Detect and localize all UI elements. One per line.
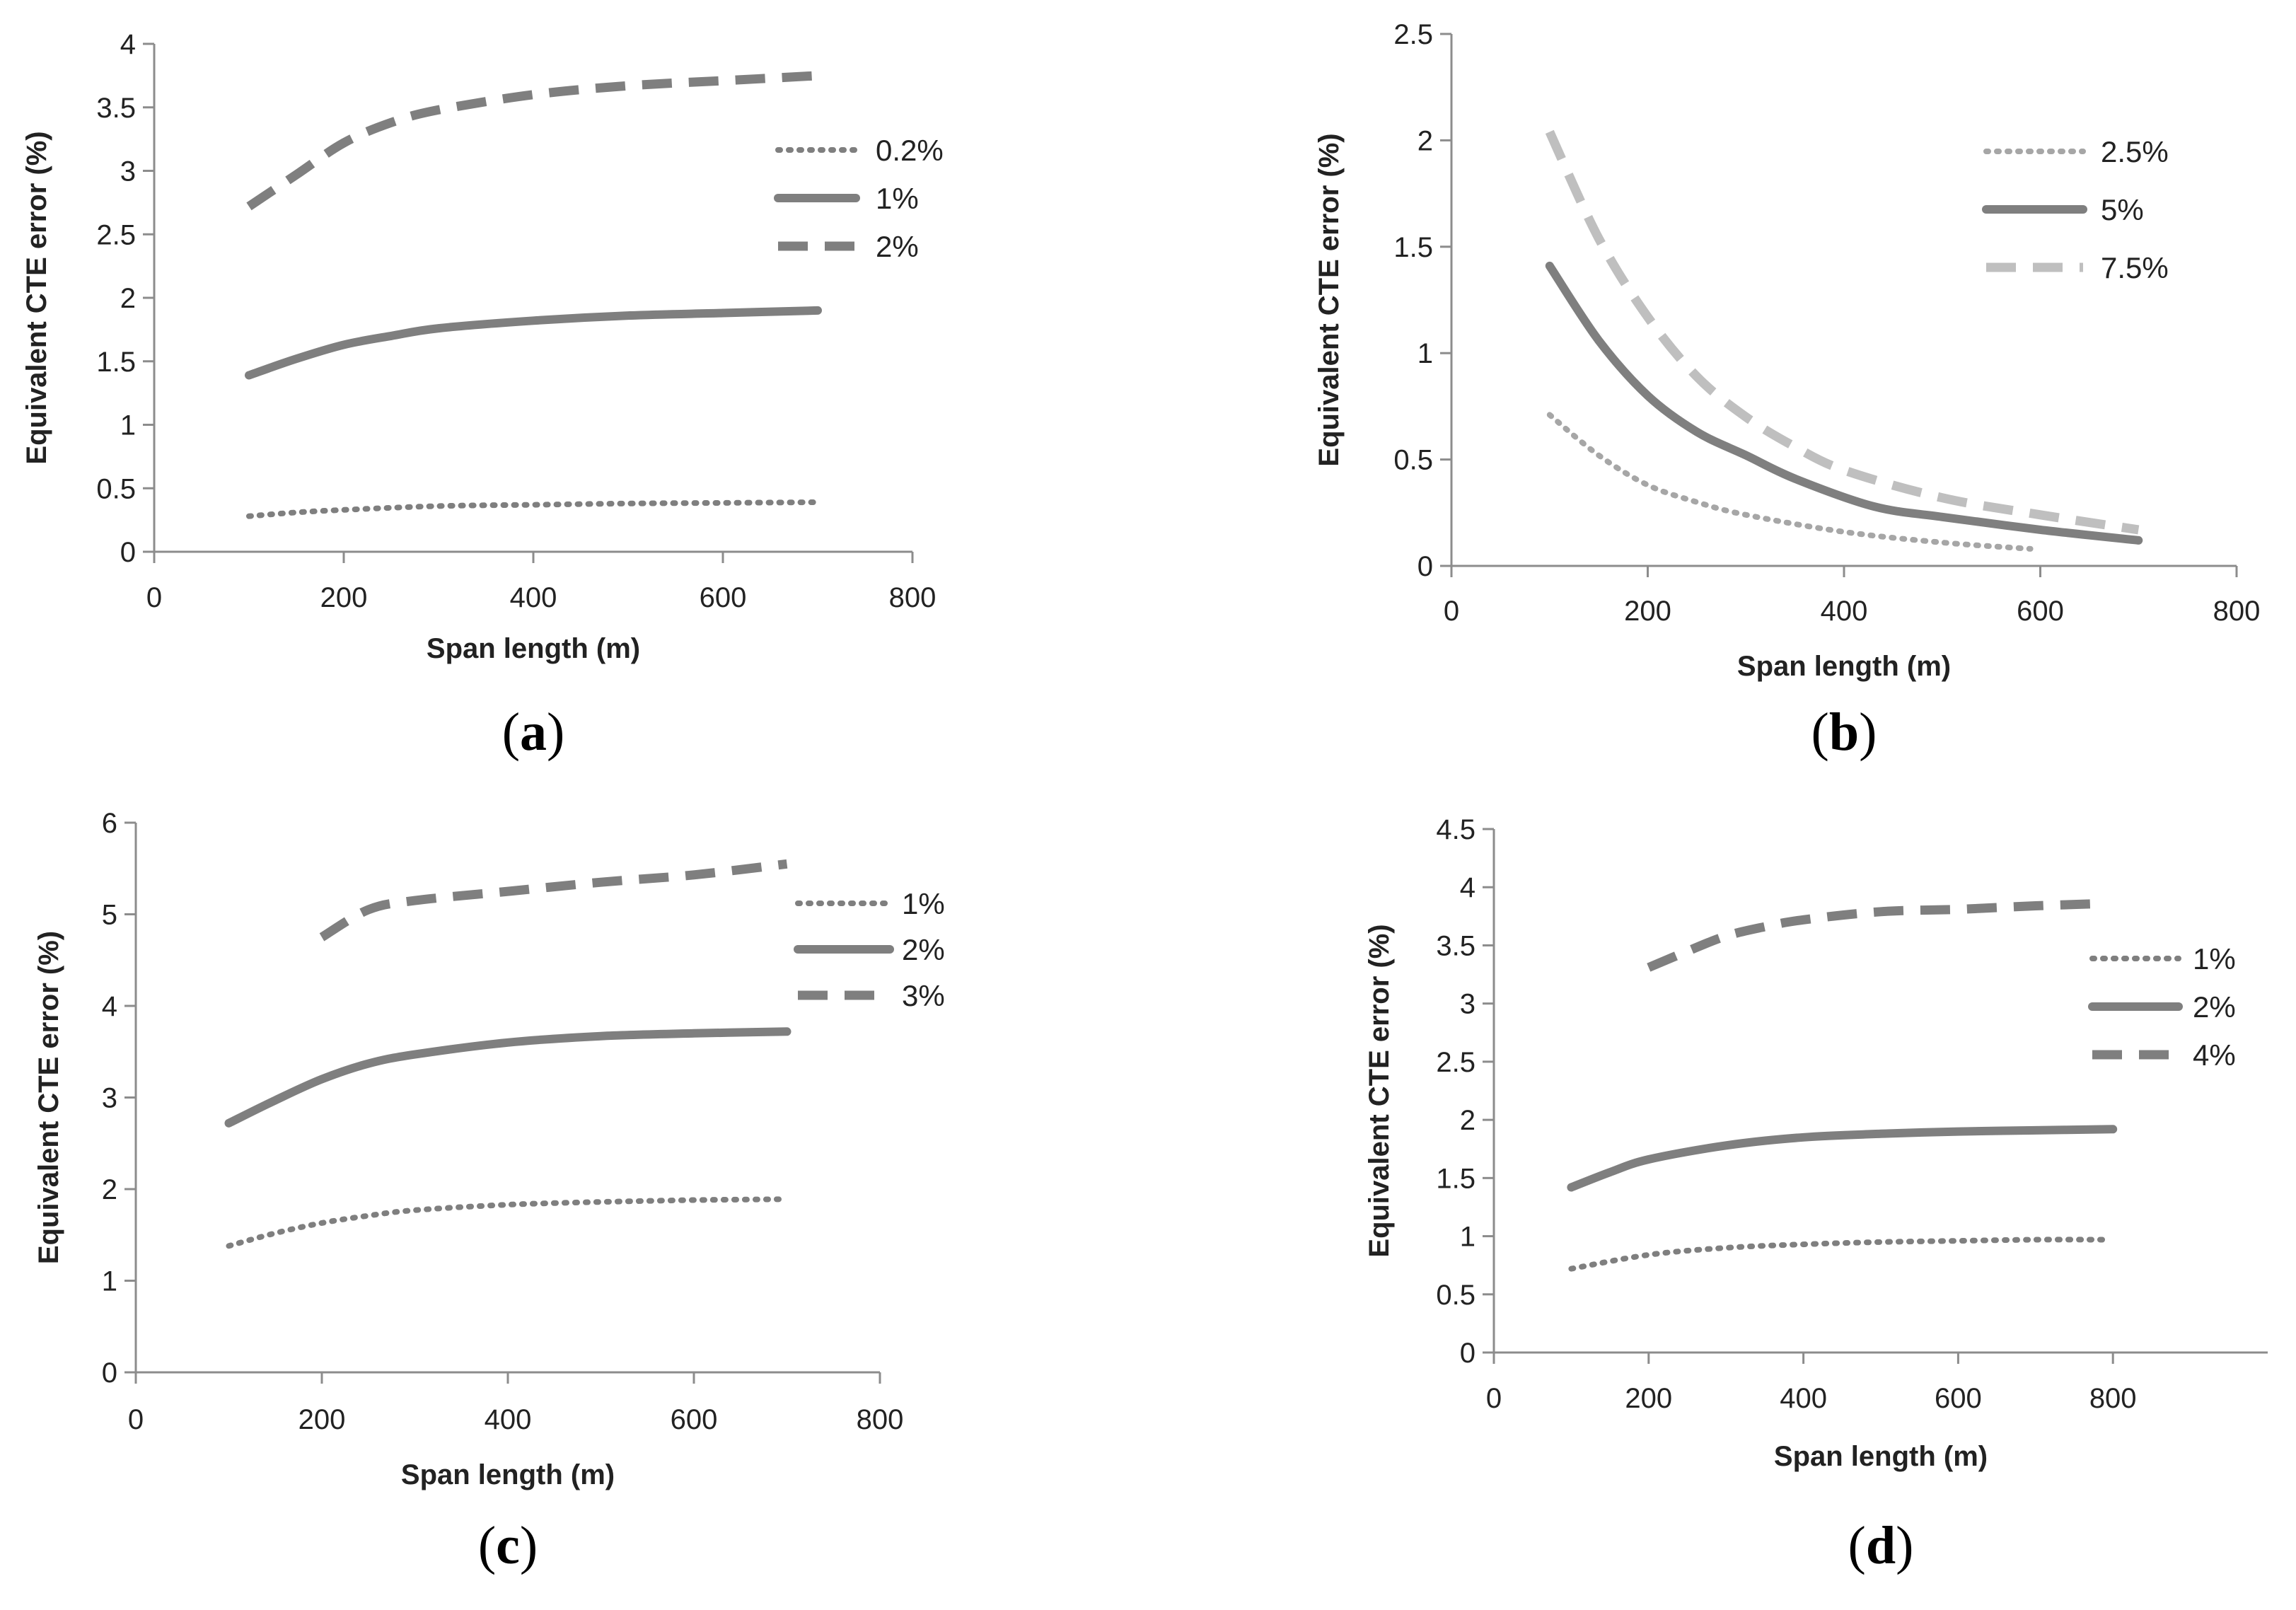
panel-caption: (b) [1811, 702, 1877, 762]
y-tick-label: 0 [1417, 551, 1433, 582]
legend-label: 2% [876, 230, 919, 263]
series-line-2- [1567, 1125, 2118, 1192]
x-tick-label: 400 [1780, 1383, 1827, 1414]
legend-label: 1% [2193, 942, 2236, 975]
x-tick-label: 0 [128, 1404, 144, 1435]
y-tick-label: 1.5 [1436, 1163, 1475, 1194]
panel-caption: (d) [1848, 1516, 1914, 1575]
y-tick-label: 3 [102, 1083, 117, 1114]
x-tick-label: 0 [146, 582, 162, 613]
legend-label: 0.2% [876, 134, 944, 167]
x-tick-label: 0 [1486, 1383, 1502, 1414]
x-tick-label: 600 [700, 582, 747, 613]
y-tick-label: 3.5 [96, 93, 136, 124]
series-line-7-5- [1545, 129, 2140, 535]
y-tick-label: 2 [120, 283, 136, 314]
legend-label: 3% [902, 979, 945, 1012]
series-line-2-5- [1546, 412, 2034, 552]
x-tick-label: 600 [671, 1404, 718, 1435]
y-axis-title: Equivalent CTE error (%) [1364, 924, 1395, 1257]
chart-panel-d: 0 0.5 1 1.5 2 2.5 3 3.5 4 4.5 0 200 400 600 800 Span le… [1364, 814, 2268, 1575]
series-line-2- [246, 71, 818, 211]
series-line-5- [1545, 261, 2143, 545]
y-tick-label: 1 [1460, 1222, 1475, 1253]
y-tick-label: 1.5 [96, 347, 136, 378]
x-tick-label: 800 [2089, 1383, 2137, 1414]
y-tick-label: 1 [120, 410, 136, 441]
chart-panel-c: 0 1 2 3 4 5 6 0 200 400 600 800 Span length (m) Equiv… [33, 808, 945, 1575]
y-tick-label: 0 [120, 537, 136, 568]
y-axis-title: Equivalent CTE error (%) [21, 131, 52, 464]
y-tick-label: 2 [1460, 1105, 1475, 1136]
x-tick-label: 200 [1624, 596, 1671, 627]
y-tick-label: 3 [1460, 989, 1475, 1020]
x-tick-label: 600 [1935, 1383, 1982, 1414]
series-line-1- [1568, 1237, 2109, 1272]
legend-label: 4% [2193, 1038, 2236, 1072]
x-tick-label: 800 [889, 582, 937, 613]
panel-caption: (a) [502, 702, 565, 762]
panel-caption: (c) [478, 1516, 538, 1575]
y-tick-label: 3 [120, 156, 136, 187]
legend-label: 1% [902, 887, 945, 920]
series-line-2- [224, 1027, 792, 1128]
x-tick-label: 400 [485, 1404, 532, 1435]
x-tick-label: 0 [1444, 596, 1459, 627]
y-axis-title: Equivalent CTE error (%) [1314, 133, 1345, 466]
y-tick-label: 6 [102, 808, 117, 839]
y-tick-label: 2 [1417, 125, 1433, 156]
x-tick-label: 800 [857, 1404, 904, 1435]
chart-panel-b: 0 0.5 1 1.5 2 2.5 0 200 400 600 800 Span length (m)… [1314, 19, 2260, 762]
y-tick-label: 3.5 [1436, 930, 1475, 961]
series-line-4- [1647, 898, 2106, 972]
y-tick-label: 2.5 [1393, 19, 1433, 50]
legend-label: 7.5% [2101, 251, 2169, 284]
legend-label: 2% [2193, 990, 2236, 1024]
y-tick-label: 5 [102, 900, 117, 931]
y-tick-label: 2.5 [1436, 1047, 1475, 1078]
y-tick-label: 4 [102, 991, 117, 1022]
y-tick-label: 0 [102, 1357, 117, 1389]
y-axis-title: Equivalent CTE error (%) [33, 931, 64, 1264]
x-tick-label: 400 [1821, 596, 1868, 627]
x-tick-label: 200 [1625, 1383, 1672, 1414]
chart-panel-a: 0 0.5 1 1.5 2 2.5 3 3.5 4 0 200 400 600 800 Span lengt… [21, 29, 944, 762]
y-tick-label: 2.5 [96, 219, 136, 250]
series-line-1- [245, 306, 822, 380]
series-line-0-2- [246, 499, 821, 519]
series-line-1- [226, 1196, 790, 1249]
y-tick-label: 2 [102, 1174, 117, 1205]
x-axis-title: Span length (m) [427, 633, 640, 664]
y-tick-label: 1 [1417, 338, 1433, 369]
x-axis-title: Span length (m) [1774, 1441, 1988, 1472]
x-tick-label: 800 [2213, 596, 2261, 627]
y-tick-label: 0.5 [96, 473, 136, 504]
legend-label: 1% [876, 182, 919, 215]
y-tick-label: 0.5 [1393, 445, 1433, 476]
y-tick-label: 1 [102, 1266, 117, 1297]
legend-label: 2% [902, 933, 945, 966]
y-tick-label: 1.5 [1393, 232, 1433, 263]
x-axis-title: Span length (m) [401, 1459, 615, 1490]
y-tick-label: 0.5 [1436, 1280, 1475, 1311]
x-tick-label: 200 [298, 1404, 346, 1435]
y-tick-label: 4.5 [1436, 814, 1475, 845]
x-tick-label: 200 [320, 582, 368, 613]
y-tick-label: 4 [1460, 872, 1475, 903]
x-axis-title: Span length (m) [1737, 651, 1951, 682]
y-tick-label: 0 [1460, 1338, 1475, 1369]
series-line-3- [319, 859, 788, 942]
x-tick-label: 400 [510, 582, 557, 613]
legend-label: 5% [2101, 193, 2144, 226]
x-tick-label: 600 [2017, 596, 2064, 627]
legend-label: 2.5% [2101, 135, 2169, 168]
y-tick-label: 4 [120, 29, 136, 60]
